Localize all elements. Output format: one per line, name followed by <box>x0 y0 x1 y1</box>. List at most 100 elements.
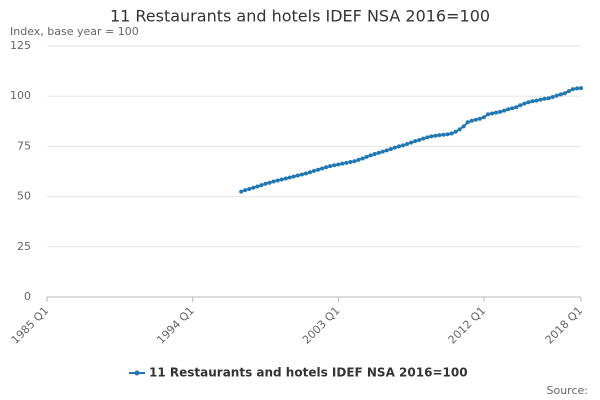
data-point <box>376 150 381 155</box>
x-tick-label: 2003 Q1 <box>300 304 343 347</box>
x-tick-label: 1985 Q1 <box>9 304 52 347</box>
data-point <box>247 186 252 191</box>
y-tick-label: 0 <box>24 290 31 303</box>
data-point <box>271 179 276 184</box>
data-point <box>243 188 248 193</box>
data-point <box>299 172 304 177</box>
data-point <box>303 171 308 176</box>
data-point <box>485 112 490 117</box>
data-point <box>364 154 369 159</box>
y-tick-label: 50 <box>17 190 31 203</box>
y-axis-label: Index, base year = 100 <box>10 25 139 38</box>
data-point <box>445 132 450 137</box>
data-point <box>392 145 397 150</box>
y-tick-label: 100 <box>10 89 31 102</box>
data-point <box>409 140 414 145</box>
data-point <box>307 170 312 175</box>
data-point <box>514 105 519 110</box>
data-point <box>453 129 458 134</box>
data-point <box>429 134 434 139</box>
data-point <box>259 183 264 188</box>
y-tick-label: 75 <box>17 139 31 152</box>
data-point <box>421 136 426 141</box>
y-tick-label: 125 <box>10 39 31 52</box>
data-point <box>457 127 462 132</box>
legend-label: 11 Restaurants and hotels IDEF NSA 2016=… <box>149 366 468 380</box>
data-point <box>380 149 385 154</box>
data-point <box>558 92 563 97</box>
data-point <box>295 173 300 178</box>
data-point <box>534 98 539 103</box>
data-point <box>518 103 523 108</box>
data-point <box>554 93 559 98</box>
data-point <box>441 132 446 137</box>
y-tick-label: 25 <box>17 240 31 253</box>
data-point <box>328 164 333 169</box>
data-point <box>388 147 393 152</box>
data-point <box>469 118 474 123</box>
data-point <box>348 160 353 165</box>
data-point <box>279 177 284 182</box>
x-tick-label: 2012 Q1 <box>446 304 489 347</box>
x-tick-label: 1994 Q1 <box>154 304 197 347</box>
data-point <box>324 165 329 170</box>
data-point <box>542 96 547 101</box>
data-point <box>413 139 418 144</box>
data-point <box>550 95 555 100</box>
chart-title: 11 Restaurants and hotels IDEF NSA 2016=… <box>110 7 490 26</box>
data-point <box>291 174 296 179</box>
data-point <box>433 133 438 138</box>
data-point <box>490 111 494 116</box>
data-point <box>498 109 503 114</box>
data-point <box>372 152 377 157</box>
data-point <box>267 180 272 185</box>
data-point <box>570 87 575 92</box>
data-point <box>579 86 583 91</box>
data-point <box>562 91 567 96</box>
data-point <box>368 153 373 158</box>
source: Source: <box>547 384 589 397</box>
data-point <box>522 101 527 106</box>
data-point <box>465 120 470 125</box>
data-point <box>473 117 478 122</box>
data-point <box>340 161 345 166</box>
data-point <box>255 184 260 189</box>
data-point <box>287 175 292 180</box>
data-point <box>481 115 486 120</box>
data-point <box>526 100 531 105</box>
data-point <box>566 89 571 94</box>
data-point <box>401 143 405 148</box>
data-point <box>502 108 507 113</box>
data-point <box>344 160 349 165</box>
data-point <box>396 144 401 149</box>
data-point <box>538 97 543 102</box>
data-point <box>312 168 316 173</box>
data-point <box>530 99 535 104</box>
data-point <box>494 110 499 115</box>
legend-marker <box>134 370 140 376</box>
data-point <box>425 135 430 140</box>
data-point <box>384 148 389 153</box>
data-point <box>574 86 579 91</box>
data-point <box>316 167 321 172</box>
data-point <box>352 159 357 164</box>
data-point <box>449 131 454 136</box>
data-point <box>263 181 268 186</box>
data-point <box>356 157 361 162</box>
data-point <box>360 156 365 161</box>
data-point <box>283 176 288 181</box>
data-point <box>417 137 422 142</box>
data-point <box>251 185 256 190</box>
data-point <box>510 106 515 111</box>
data-point <box>320 166 325 171</box>
data-point <box>546 96 551 101</box>
x-tick-label: 2018 Q1 <box>543 304 586 347</box>
data-point <box>437 133 442 138</box>
data-point <box>239 189 244 194</box>
data-point <box>477 116 482 121</box>
data-point <box>332 163 337 168</box>
data-point <box>506 107 511 112</box>
data-point <box>336 162 341 167</box>
